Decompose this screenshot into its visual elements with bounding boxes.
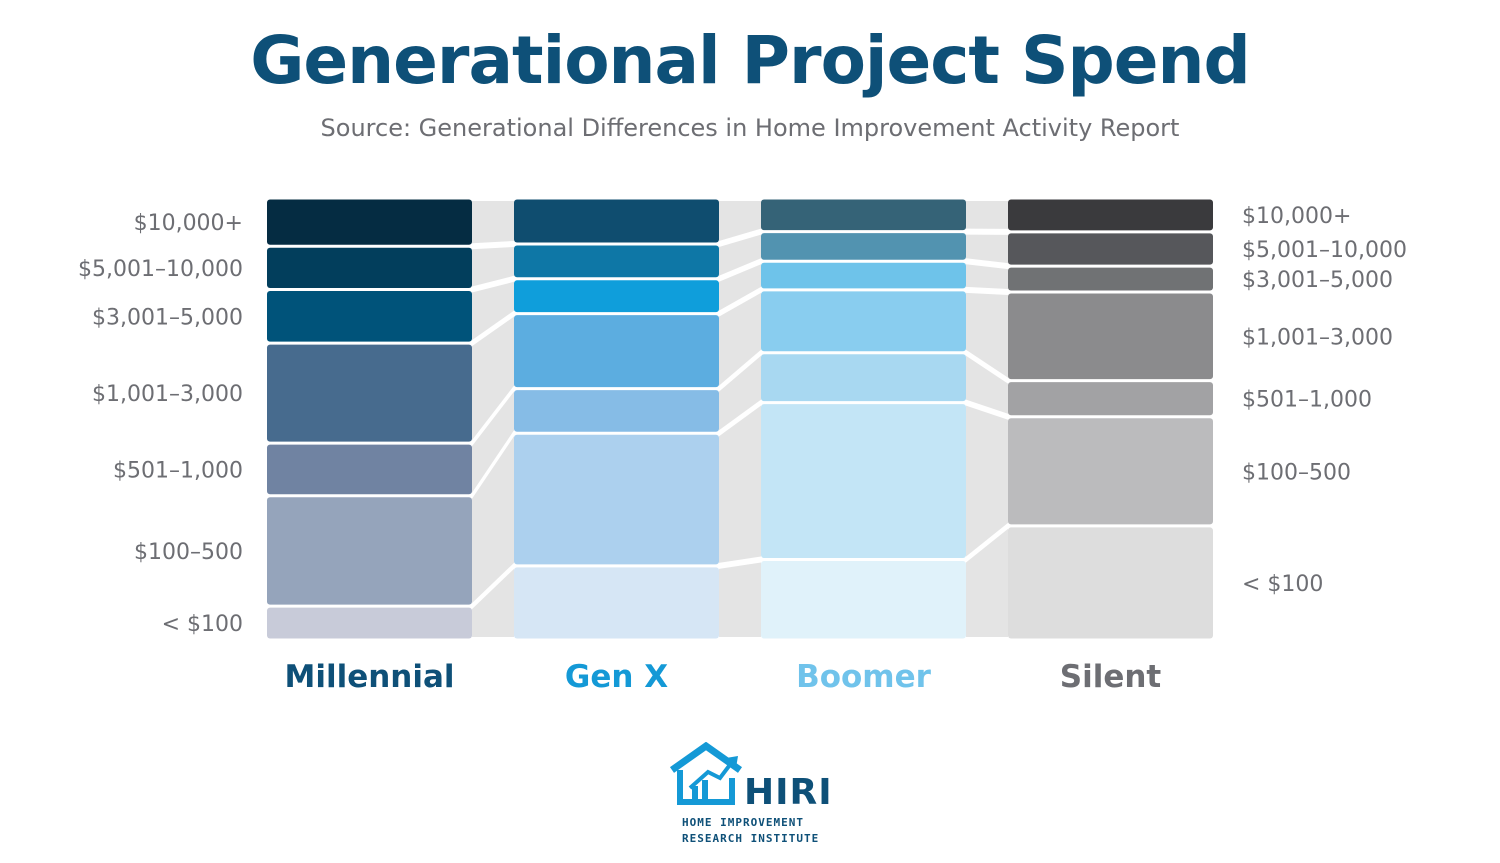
bar-segment [514,567,719,639]
connector-band [472,316,514,441]
connector-band [719,562,761,637]
chart-subtitle: Source: Generational Differences in Home… [320,114,1180,142]
connector-band [966,355,1008,414]
bar-segment [267,607,472,639]
connector-band [719,201,761,241]
bar-segment [267,291,472,342]
connector-band [472,391,514,493]
connector-band [966,264,1008,290]
left-range-label: $1,001–3,000 [92,382,243,407]
category-label: Silent [1060,659,1162,695]
left-range-label: $10,000+ [134,211,243,236]
connector-band [966,292,1008,378]
connector-band [472,201,514,244]
bar-segment [267,344,472,442]
connector-group [472,201,1008,637]
chart-title: Generational Project Spend [250,22,1250,99]
right-range-label: < $100 [1242,572,1323,597]
bar-segment [267,199,472,245]
right-range-label: $5,001–10,000 [1242,238,1407,263]
connector-band [719,234,761,276]
stacked-bar-chart: Millennial Gen X Boomer Silent $10,000+ $5,00… [78,199,1407,695]
connector-band [966,234,1008,264]
bar-segment [514,280,719,313]
category-label: Boomer [796,659,932,695]
bar-gen-x [514,199,719,639]
bar-segment [1008,382,1213,416]
bar-millennial [267,199,472,639]
right-range-label: $501–1,000 [1242,388,1372,413]
bar-segment [761,262,966,289]
bar-segment [514,434,719,565]
connector-band [472,436,514,604]
bar-segment [761,199,966,231]
connector-band [966,405,1008,557]
bar-segment [761,233,966,260]
connector-band [472,281,514,341]
logo-line-2: RESEARCH INSTITUTE [682,832,820,845]
bar-segment [761,561,966,639]
connector-band [966,528,1008,637]
connector-band [472,246,514,287]
left-range-label: $100–500 [134,540,243,565]
bar-segment [761,354,966,402]
hiri-logo: HIRI HOME IMPROVEMENT RESEARCH INSTITUTE [668,740,838,850]
bar-segment [1008,199,1213,231]
bar-segment [1008,233,1213,265]
connector-band [966,201,1008,229]
logo-line-1: HOME IMPROVEMENT [682,816,804,829]
right-range-label: $100–500 [1242,460,1351,485]
bar-segment [1008,293,1213,380]
right-range-label: $10,000+ [1242,204,1351,229]
bar-segment [1008,418,1213,525]
left-range-label: $5,001–10,000 [78,257,243,282]
connector-band [719,292,761,386]
logo-wordmark: HIRI [744,772,833,813]
bar-segment [267,497,472,605]
bar-segment [514,390,719,432]
right-range-label: $3,001–5,000 [1242,268,1393,293]
bar-segment [761,404,966,559]
category-label: Millennial [284,659,454,695]
connector-band [719,355,761,431]
bar-segment [1008,527,1213,639]
bar-segment [267,247,472,289]
bar-segment [1008,267,1213,291]
bar-segment [514,199,719,243]
left-range-label: < $100 [162,612,243,637]
left-range-label: $501–1,000 [113,458,243,483]
bar-segment [514,245,719,278]
house-chart-icon [669,742,743,805]
right-range-label: $1,001–3,000 [1242,325,1393,350]
bar-silent [1008,199,1213,639]
bar-segment [267,444,472,495]
category-label: Gen X [565,659,668,695]
left-range-label: $3,001–5,000 [92,305,243,330]
connector-band [719,264,761,311]
connector-band [472,568,514,637]
bar-segment [514,315,719,388]
connector-band [719,405,761,563]
bar-boomer [761,199,966,639]
bar-segment [761,291,966,352]
